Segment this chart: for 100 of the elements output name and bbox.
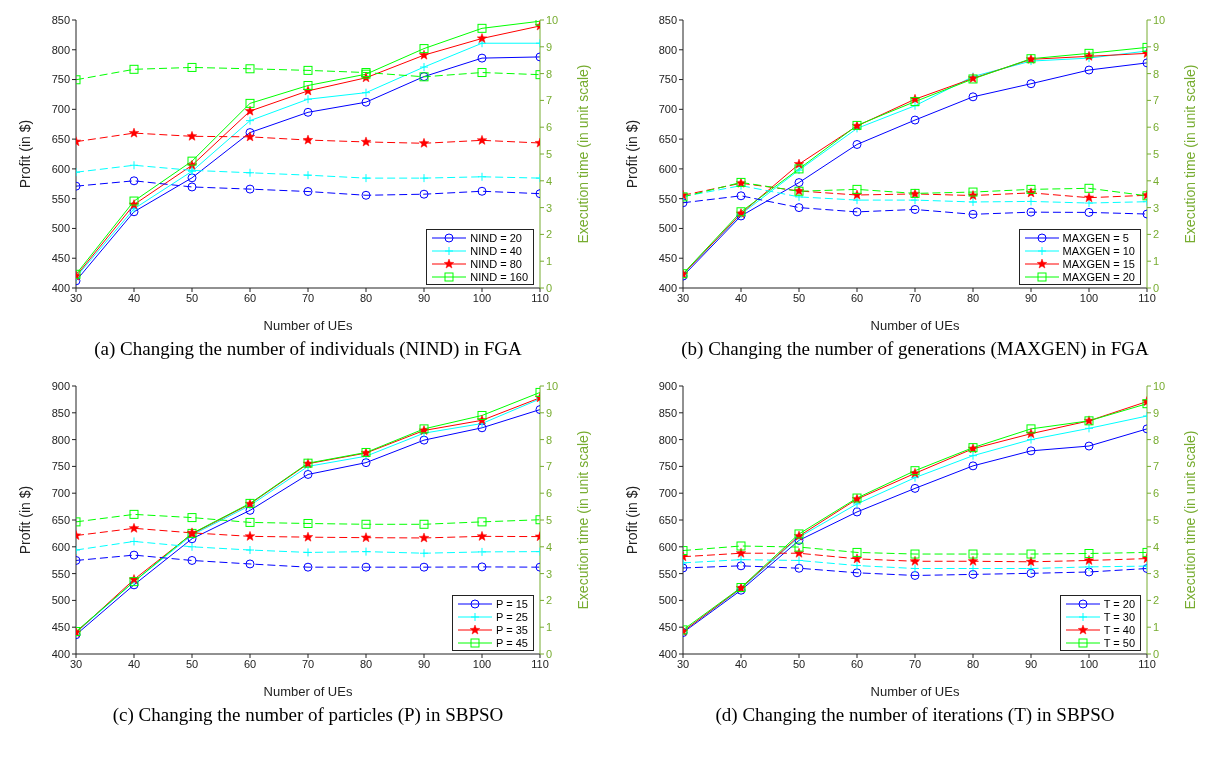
y-tick-label: 500 (51, 222, 70, 235)
y-tick-label: 550 (51, 192, 70, 205)
x-axis-title: Number of UEs (870, 684, 960, 699)
y2-tick-label: 1 (1153, 255, 1160, 268)
legend-label: MAXGEN = 20 (1062, 270, 1135, 283)
y2-tick-label: 9 (546, 406, 553, 419)
y2-tick-label: 4 (546, 540, 553, 553)
y-tick-label: 400 (51, 281, 70, 294)
y-tick-label: 650 (658, 513, 677, 526)
y-tick-label: 600 (658, 162, 677, 175)
y2-tick-label: 6 (546, 487, 553, 500)
y2-axis-title: Execution time (in unit scale) (575, 64, 591, 244)
y2-tick-label: 7 (1153, 460, 1160, 473)
legend-label: T = 50 (1103, 636, 1135, 649)
y-tick-label: 550 (51, 567, 70, 580)
x-tick-label: 70 (908, 291, 922, 304)
legend-label: NIND = 160 (470, 270, 528, 283)
y-tick-label: 550 (658, 567, 677, 580)
y2-tick-label: 9 (1153, 406, 1160, 419)
y-tick-label: 450 (658, 621, 677, 634)
y2-tick-label: 5 (1153, 147, 1160, 160)
y2-tick-label: 0 (1153, 281, 1160, 294)
y-tick-label: 700 (658, 487, 677, 500)
y2-tick-label: 3 (546, 201, 553, 214)
legend-label: NIND = 40 (470, 244, 522, 257)
y2-tick-label: 10 (1153, 379, 1166, 392)
y2-tick-label: 3 (1153, 567, 1160, 580)
x-axis-title: Number of UEs (263, 318, 353, 333)
x-tick-label: 70 (908, 657, 922, 670)
legend-label: P = 35 (496, 623, 528, 636)
x-tick-label: 50 (792, 291, 806, 304)
legend-label: MAXGEN = 10 (1062, 244, 1135, 257)
y-tick-label: 800 (658, 43, 677, 56)
x-tick-label: 70 (301, 657, 315, 670)
x-tick-label: 110 (1138, 291, 1156, 304)
x-tick-label: 70 (301, 291, 315, 304)
text: (d) Changing the number of iterations (T) in SBPSO (714, 704, 1116, 727)
x-tick-label: 110 (531, 291, 549, 304)
x-tick-label: 100 (472, 291, 492, 304)
y2-tick-label: 3 (1153, 201, 1160, 214)
x-tick-label: 90 (417, 291, 431, 304)
y2-tick-label: 6 (1153, 487, 1160, 500)
legend-label: T = 30 (1103, 610, 1135, 623)
y2-tick-label: 7 (1153, 94, 1160, 107)
y-tick-label: 600 (658, 540, 677, 553)
y-tick-label: 800 (51, 43, 70, 56)
x-tick-label: 100 (472, 657, 492, 670)
y2-tick-label: 6 (1153, 121, 1160, 134)
x-tick-label: 30 (676, 657, 690, 670)
y2-tick-label: 10 (546, 379, 559, 392)
y-axis-title: Profit (in $) (624, 485, 640, 555)
legend-label: P = 25 (496, 610, 528, 623)
y-tick-label: 800 (658, 433, 677, 446)
x-tick-label: 80 (359, 291, 373, 304)
y-tick-label: 800 (51, 433, 70, 446)
y2-tick-label: 7 (546, 460, 553, 473)
y2-tick-label: 8 (546, 67, 553, 80)
y2-tick-label: 6 (546, 121, 553, 134)
x-tick-label: 60 (243, 291, 257, 304)
x-tick-label: 40 (127, 657, 141, 670)
y-tick-label: 750 (658, 73, 677, 86)
x-tick-label: 30 (69, 657, 83, 670)
legend-label: P = 45 (496, 636, 528, 649)
y-tick-label: 450 (658, 252, 677, 265)
x-tick-label: 100 (1079, 291, 1099, 304)
y2-tick-label: 2 (1153, 228, 1160, 241)
y2-tick-label: 10 (1153, 13, 1166, 26)
legend-label: T = 20 (1103, 597, 1135, 610)
y-tick-label: 400 (51, 647, 70, 660)
y2-tick-label: 7 (546, 94, 553, 107)
y-tick-label: 750 (51, 73, 70, 86)
y2-tick-label: 0 (1153, 647, 1160, 660)
legend-label: T = 40 (1103, 623, 1135, 636)
y-tick-label: 900 (51, 379, 70, 392)
y-tick-label: 500 (51, 594, 70, 607)
x-tick-label: 80 (359, 657, 373, 670)
x-tick-label: 100 (1079, 657, 1099, 670)
y-tick-label: 500 (658, 594, 677, 607)
y2-tick-label: 8 (1153, 67, 1160, 80)
y-tick-label: 650 (658, 133, 677, 146)
x-tick-label: 110 (1138, 657, 1156, 670)
x-tick-label: 90 (1024, 291, 1038, 304)
legend-label: MAXGEN = 5 (1062, 231, 1129, 244)
y-tick-label: 700 (51, 103, 70, 116)
y-tick-label: 700 (658, 103, 677, 116)
y-tick-label: 850 (658, 406, 677, 419)
y2-tick-label: 0 (546, 281, 553, 294)
y2-tick-label: 4 (546, 174, 553, 187)
y2-tick-label: 8 (546, 433, 553, 446)
y-axis-title: Profit (in $) (624, 119, 640, 189)
y2-tick-label: 2 (546, 594, 553, 607)
x-tick-label: 60 (850, 657, 864, 670)
x-tick-label: 60 (850, 291, 864, 304)
x-tick-label: 90 (1024, 657, 1038, 670)
y2-tick-label: 0 (546, 647, 553, 660)
x-tick-label: 50 (185, 291, 199, 304)
y2-tick-label: 9 (1153, 40, 1160, 53)
y2-tick-label: 8 (1153, 433, 1160, 446)
y2-tick-label: 2 (1153, 594, 1160, 607)
y-tick-label: 550 (658, 192, 677, 205)
